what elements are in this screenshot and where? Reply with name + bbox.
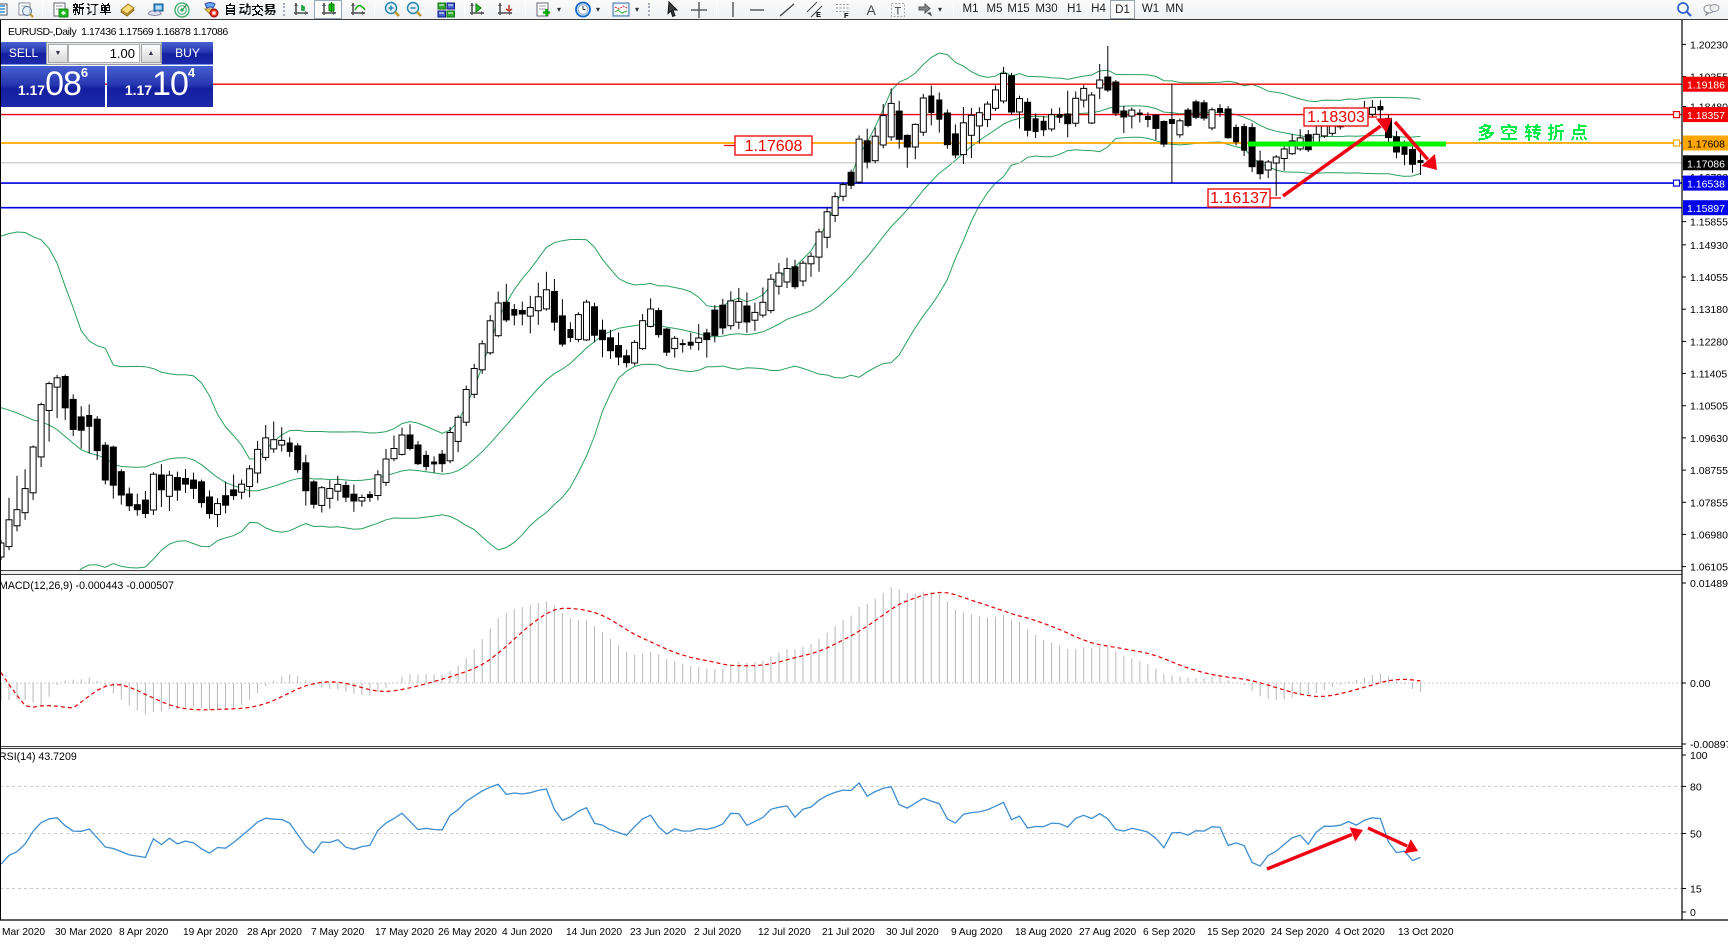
svg-text:1.11405: 1.11405 [1690,369,1727,381]
svg-text:RSI(14) 43.7209: RSI(14) 43.7209 [0,751,77,763]
svg-text:100: 100 [1690,750,1708,762]
svg-text:1.17086: 1.17086 [1687,158,1725,170]
svg-text:E: E [816,10,821,18]
svg-text:2 Jul 2020: 2 Jul 2020 [694,927,741,938]
svg-text:4 Oct 2020: 4 Oct 2020 [1335,927,1385,938]
svg-text:15: 15 [1690,884,1702,896]
svg-text:1.19186: 1.19186 [1687,80,1725,92]
svg-text:Mar 2020: Mar 2020 [2,927,45,938]
svg-text:1.08755: 1.08755 [1690,465,1728,477]
svg-text:50: 50 [1690,829,1702,841]
svg-text:1.07855: 1.07855 [1690,497,1728,509]
svg-text:27 Aug 2020: 27 Aug 2020 [1079,927,1137,938]
svg-text:13 Oct 2020: 13 Oct 2020 [1398,927,1454,938]
svg-text:1.18303: 1.18303 [1307,109,1365,126]
svg-text:12 Jul 2020: 12 Jul 2020 [758,927,811,938]
svg-text:1.15897: 1.15897 [1687,203,1725,215]
svg-text:1.17608: 1.17608 [745,138,803,155]
svg-text:1.18357: 1.18357 [1687,110,1725,122]
svg-text:23 Jun 2020: 23 Jun 2020 [630,927,686,938]
svg-text:T: T [895,6,902,18]
svg-text:1.20230: 1.20230 [1690,39,1728,51]
svg-text:15 Sep 2020: 15 Sep 2020 [1207,927,1265,938]
svg-text:1.16538: 1.16538 [1687,179,1725,191]
svg-text:1.15855: 1.15855 [1690,217,1728,229]
svg-text:8 Apr 2020: 8 Apr 2020 [119,927,169,938]
svg-text:1.06105: 1.06105 [1690,562,1728,574]
svg-text:0.00: 0.00 [1690,678,1711,690]
svg-text:-0.008977: -0.008977 [1690,739,1728,751]
svg-text:1.16137: 1.16137 [1210,190,1268,207]
svg-text:14 Jun 2020: 14 Jun 2020 [566,927,622,938]
svg-text:80: 80 [1690,781,1702,793]
svg-text:17 May 2020: 17 May 2020 [375,927,434,938]
svg-text:19 Apr 2020: 19 Apr 2020 [183,927,238,938]
svg-text:30 Mar 2020: 30 Mar 2020 [55,927,113,938]
svg-text:1.17608: 1.17608 [1687,139,1725,151]
svg-text:28 Apr 2020: 28 Apr 2020 [247,927,302,938]
svg-text:18 Aug 2020: 18 Aug 2020 [1015,927,1073,938]
svg-text:F: F [844,11,849,18]
svg-text:1.10505: 1.10505 [1690,401,1728,413]
svg-text:A: A [867,2,877,18]
svg-text:1.13180: 1.13180 [1690,304,1728,316]
svg-text:7 May 2020: 7 May 2020 [311,927,365,938]
svg-text:24 Sep 2020: 24 Sep 2020 [1271,927,1329,938]
svg-text:1.14930: 1.14930 [1690,240,1728,252]
svg-text:0: 0 [1690,907,1696,919]
svg-text:1.06980: 1.06980 [1690,529,1728,541]
svg-text:6 Sep 2020: 6 Sep 2020 [1143,927,1195,938]
svg-text:0.01489: 0.01489 [1690,578,1728,590]
svg-text:1.09630: 1.09630 [1690,433,1728,445]
svg-text:30 Jul 2020: 30 Jul 2020 [886,927,939,938]
svg-text:EURUSD-,Daily 1.17436 1.17569: EURUSD-,Daily 1.17436 1.17569 1.16878 1.… [8,26,228,38]
svg-text:9 Aug 2020: 9 Aug 2020 [951,927,1003,938]
svg-text:1.14055: 1.14055 [1690,272,1728,284]
svg-text:21 Jul 2020: 21 Jul 2020 [822,927,875,938]
svg-text:MACD(12,26,9) -0.000443 -0.000: MACD(12,26,9) -0.000443 -0.000507 [0,580,174,592]
svg-text:1.12280: 1.12280 [1690,336,1728,348]
svg-text:26 May 2020: 26 May 2020 [438,927,497,938]
svg-text:4 Jun 2020: 4 Jun 2020 [502,927,553,938]
